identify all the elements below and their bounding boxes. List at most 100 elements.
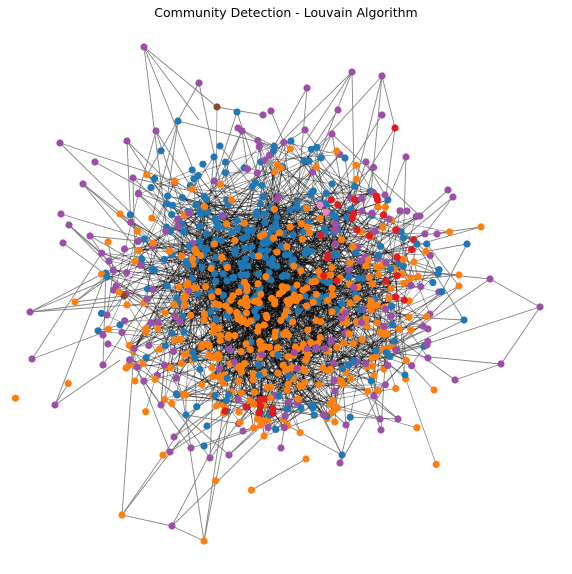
graph-node bbox=[255, 371, 263, 379]
graph-node bbox=[400, 296, 408, 304]
graph-node bbox=[200, 310, 208, 318]
graph-node bbox=[351, 182, 359, 190]
graph-node bbox=[283, 272, 291, 280]
graph-edge bbox=[176, 393, 324, 416]
graph-node bbox=[414, 272, 422, 281]
graph-edge bbox=[132, 177, 136, 262]
graph-edge bbox=[145, 196, 205, 329]
graph-edge bbox=[489, 278, 541, 308]
graph-node bbox=[142, 325, 150, 333]
graph-node bbox=[192, 201, 200, 209]
graph-node bbox=[330, 252, 338, 260]
graph-node bbox=[328, 264, 336, 272]
graph-node bbox=[237, 259, 245, 267]
graph-node bbox=[287, 137, 295, 145]
graph-node bbox=[302, 455, 310, 463]
graph-node bbox=[284, 353, 292, 361]
graph-edge bbox=[218, 356, 377, 359]
graph-node bbox=[197, 243, 205, 251]
graph-node bbox=[317, 154, 325, 162]
graph-edge bbox=[424, 196, 454, 235]
graph-edge bbox=[273, 87, 308, 147]
graph-node bbox=[387, 312, 395, 320]
graph-edge bbox=[331, 133, 421, 217]
graph-node bbox=[169, 201, 177, 209]
graph-node bbox=[192, 284, 201, 292]
graph-edge bbox=[146, 82, 200, 176]
graph-node bbox=[212, 402, 221, 410]
graph-node bbox=[400, 279, 408, 287]
graph-node bbox=[133, 227, 141, 235]
graph-node bbox=[157, 147, 165, 155]
graph-node bbox=[163, 282, 171, 290]
graph-node bbox=[340, 339, 348, 347]
graph-node bbox=[161, 309, 169, 317]
graph-node bbox=[199, 160, 207, 168]
graph-node bbox=[188, 185, 196, 193]
graph-node bbox=[338, 365, 347, 373]
graph-node bbox=[357, 194, 365, 202]
graph-node bbox=[393, 253, 401, 261]
graph-node bbox=[148, 214, 156, 222]
graph-node bbox=[256, 340, 264, 348]
graph-node bbox=[407, 326, 415, 334]
graph-node bbox=[198, 380, 206, 389]
graph-node bbox=[185, 242, 193, 250]
graph-node bbox=[387, 265, 395, 273]
graph-node bbox=[256, 200, 264, 208]
graph-node bbox=[410, 258, 418, 266]
graph-node bbox=[293, 364, 301, 373]
graph-node bbox=[338, 299, 346, 308]
graph-edge bbox=[138, 145, 275, 195]
graph-node bbox=[180, 295, 188, 303]
graph-edge bbox=[290, 209, 414, 241]
graph-node bbox=[280, 138, 288, 146]
graph-node bbox=[374, 203, 382, 211]
graph-node bbox=[160, 396, 169, 404]
graph-node bbox=[346, 413, 354, 421]
graph-node bbox=[188, 166, 196, 174]
graph-node bbox=[265, 343, 273, 352]
graph-node bbox=[221, 158, 230, 166]
graph-node bbox=[280, 330, 288, 338]
graph-edge bbox=[102, 273, 107, 366]
graph-node bbox=[172, 374, 180, 382]
graph-node bbox=[79, 180, 87, 188]
graph-node bbox=[362, 359, 370, 368]
graph-node bbox=[283, 284, 291, 292]
graph-node bbox=[392, 384, 400, 392]
graph-edge bbox=[171, 525, 205, 542]
graph-node bbox=[116, 321, 124, 329]
graph-node bbox=[433, 230, 441, 238]
graph-node bbox=[71, 298, 79, 306]
graph-node bbox=[393, 272, 401, 280]
graph-node bbox=[264, 423, 272, 432]
graph-node bbox=[290, 262, 298, 270]
graph-node bbox=[416, 212, 424, 220]
graph-node bbox=[212, 254, 220, 262]
graph-node bbox=[140, 235, 148, 243]
graph-node bbox=[294, 307, 302, 315]
graph-node bbox=[277, 444, 285, 452]
graph-node bbox=[370, 163, 378, 172]
graph-node bbox=[202, 230, 210, 238]
graph-node bbox=[173, 294, 181, 302]
graph-node bbox=[249, 252, 257, 260]
graph-node bbox=[173, 391, 181, 399]
graph-edge bbox=[320, 199, 389, 276]
graph-node bbox=[303, 284, 311, 292]
graph-node bbox=[118, 328, 126, 337]
graph-node bbox=[283, 386, 291, 394]
graph-node bbox=[259, 111, 267, 119]
graph-node bbox=[328, 130, 336, 138]
graph-node bbox=[223, 263, 231, 272]
graph-node bbox=[374, 387, 382, 395]
graph-node bbox=[228, 228, 236, 236]
graph-node bbox=[249, 370, 257, 378]
graph-node bbox=[346, 299, 354, 307]
graph-node bbox=[126, 211, 134, 219]
graph-node bbox=[352, 175, 360, 183]
graph-node bbox=[334, 201, 342, 209]
graph-node bbox=[209, 328, 218, 336]
graph-node bbox=[247, 486, 256, 494]
